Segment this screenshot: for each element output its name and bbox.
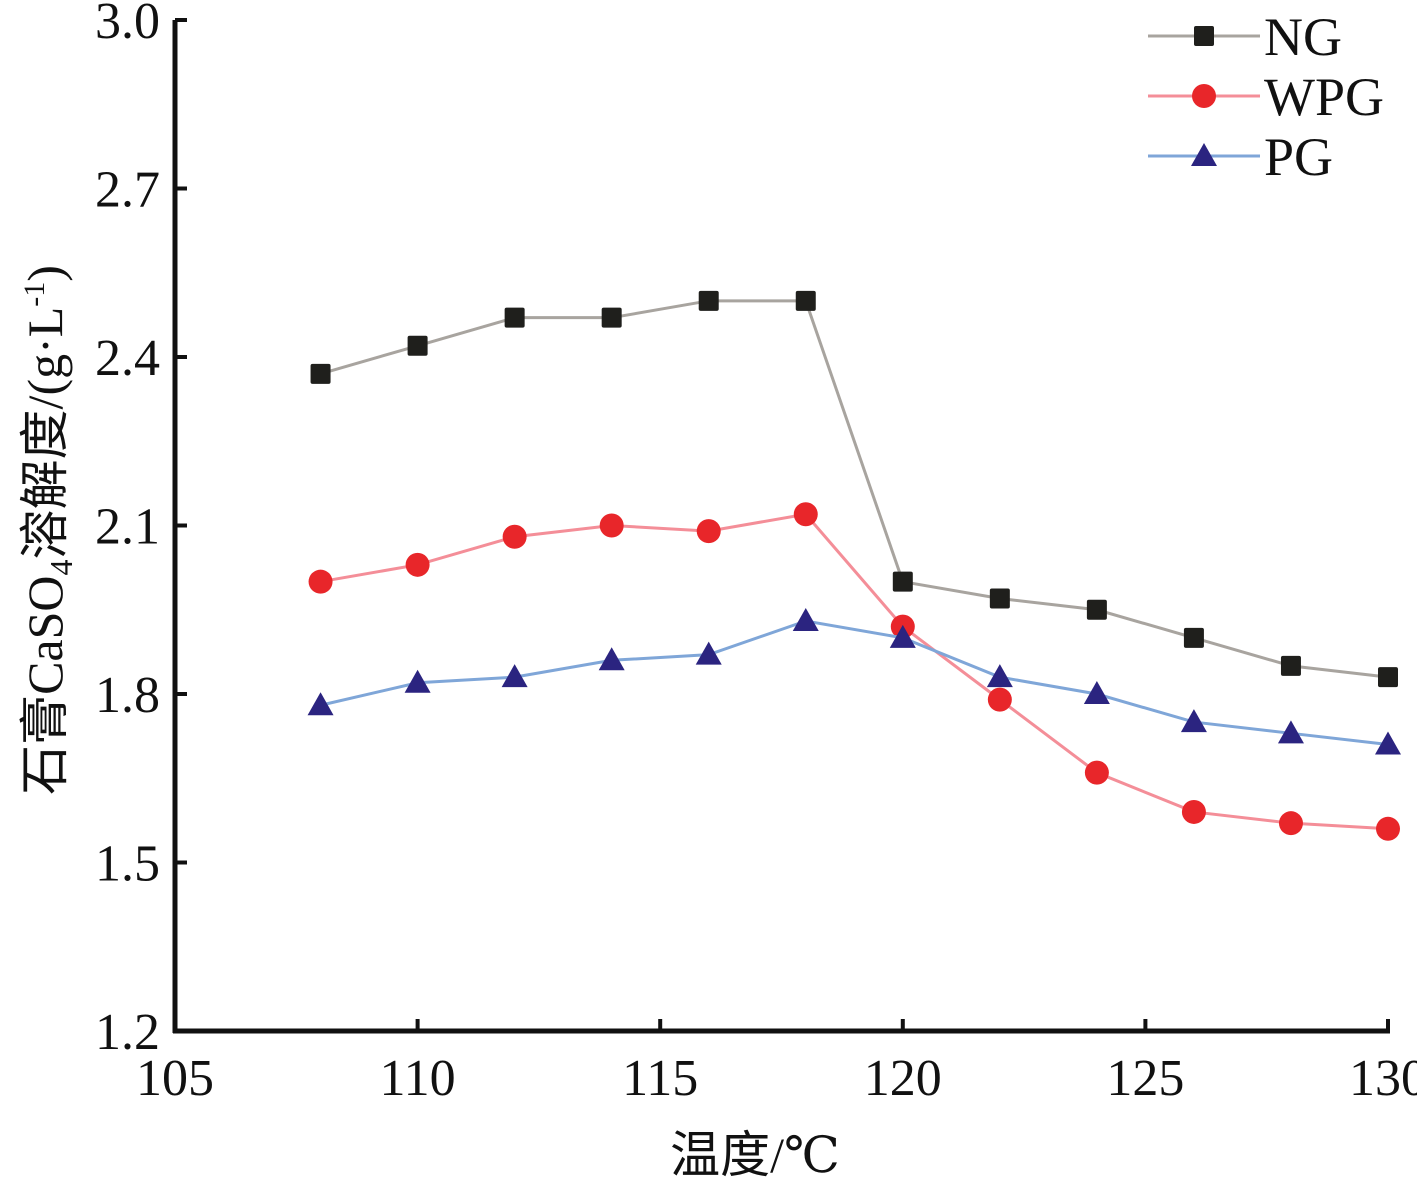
legend-marker-triangle bbox=[1191, 143, 1217, 166]
data-point-ng bbox=[1280, 655, 1301, 676]
data-point-ng bbox=[698, 290, 719, 311]
y-tick-label: 3.0 bbox=[95, 0, 160, 50]
data-point-wpg bbox=[1084, 760, 1109, 785]
series-line-ng bbox=[320, 299, 1389, 679]
data-point-pg bbox=[889, 624, 916, 648]
x-axis-title: 温度/℃ bbox=[670, 1127, 840, 1181]
x-tick-label: 125 bbox=[1106, 1050, 1184, 1107]
data-point-pg bbox=[986, 664, 1013, 688]
y-axis-title-main: 石膏CaSO bbox=[17, 575, 73, 794]
data-point-ng bbox=[504, 307, 525, 328]
series-line-wpg bbox=[320, 512, 1389, 831]
series-ng bbox=[310, 290, 1398, 688]
y-tick-label: 1.5 bbox=[95, 836, 160, 893]
data-point-wpg bbox=[1278, 811, 1303, 836]
series-group bbox=[307, 290, 1401, 841]
data-point-wpg bbox=[793, 502, 818, 527]
legend-item-ng: NG bbox=[1148, 7, 1342, 67]
x-tick-label: 110 bbox=[380, 1050, 456, 1107]
x-tick-label: 105 bbox=[136, 1050, 214, 1107]
data-point-ng bbox=[892, 571, 913, 592]
x-ticks: 105 110 115 120 125 130 bbox=[136, 1019, 1417, 1107]
data-point-ng bbox=[1183, 627, 1204, 648]
data-point-wpg bbox=[502, 524, 527, 549]
data-point-wpg bbox=[1181, 799, 1206, 824]
data-point-ng bbox=[601, 307, 622, 328]
y-ticks: 1.2 1.5 1.8 2.1 2.4 2.7 3.0 bbox=[95, 0, 187, 1061]
data-point-wpg bbox=[308, 569, 333, 594]
data-point-ng bbox=[989, 588, 1010, 609]
legend-label: WPG bbox=[1264, 67, 1384, 127]
data-point-ng bbox=[407, 335, 428, 356]
series-line-pg bbox=[320, 619, 1389, 747]
data-point-ng bbox=[310, 363, 331, 384]
data-point-pg bbox=[1277, 720, 1304, 744]
data-point-pg bbox=[598, 647, 625, 671]
legend-label: PG bbox=[1264, 127, 1333, 187]
y-tick-label: 2.7 bbox=[95, 162, 160, 219]
legend-item-wpg: WPG bbox=[1148, 67, 1384, 127]
y-tick-label: 2.1 bbox=[95, 499, 160, 556]
x-tick-label: 130 bbox=[1349, 1050, 1417, 1107]
data-point-pg bbox=[307, 692, 334, 716]
data-point-wpg bbox=[987, 687, 1012, 712]
data-point-ng bbox=[795, 290, 816, 311]
data-point-pg bbox=[1180, 709, 1207, 733]
y-axis-title-close: ) bbox=[17, 265, 73, 282]
legend-marker-square bbox=[1194, 26, 1214, 46]
legend-item-pg: PG bbox=[1148, 127, 1333, 187]
y-axis-title-rest: 溶解度/(g·L bbox=[17, 307, 73, 560]
data-point-wpg bbox=[696, 519, 721, 544]
legend-label: NG bbox=[1264, 7, 1342, 67]
data-point-pg bbox=[501, 664, 528, 688]
y-axis-title: 石膏CaSO4溶解度/(g·L-1) bbox=[17, 265, 79, 795]
data-point-pg bbox=[695, 641, 722, 665]
data-point-ng bbox=[1378, 667, 1398, 688]
x-tick-label: 115 bbox=[622, 1050, 698, 1107]
series-wpg bbox=[308, 502, 1400, 841]
y-tick-label: 1.2 bbox=[95, 1004, 160, 1061]
data-point-pg bbox=[1083, 681, 1110, 704]
y-tick-label: 2.4 bbox=[95, 330, 160, 387]
data-point-wpg bbox=[405, 552, 430, 577]
data-point-wpg bbox=[599, 513, 624, 538]
y-axis-title-sup: -1 bbox=[18, 282, 51, 307]
data-point-pg bbox=[1375, 731, 1401, 755]
data-point-pg bbox=[792, 607, 819, 631]
data-point-ng bbox=[1086, 599, 1107, 620]
data-point-wpg bbox=[1376, 816, 1400, 841]
legend-marker-circle bbox=[1192, 84, 1216, 108]
axes bbox=[172, 20, 1390, 1034]
x-tick-label: 120 bbox=[864, 1050, 942, 1107]
y-tick-label: 1.8 bbox=[95, 667, 160, 724]
y-axis-title-sub: 4 bbox=[43, 559, 79, 575]
series-pg bbox=[307, 607, 1401, 755]
data-point-pg bbox=[404, 669, 431, 693]
